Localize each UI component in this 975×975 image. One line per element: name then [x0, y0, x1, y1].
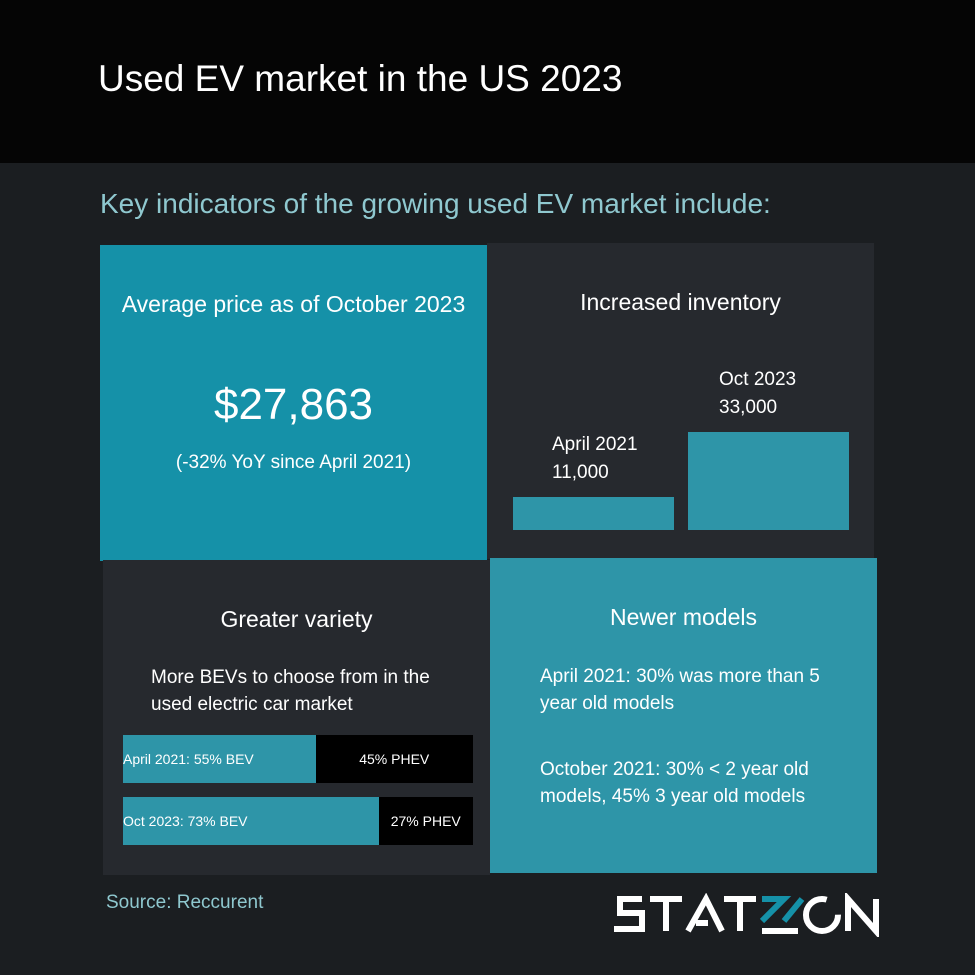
source: Source: Reccurent: [106, 892, 264, 913]
header: Used EV market in the US 2023: [0, 0, 975, 163]
bev-segment: Oct 2023: 73% BEV: [123, 797, 379, 845]
bar-label: Oct 2023: [719, 369, 797, 390]
inventory-title: Increased inventory: [580, 289, 781, 315]
variety-row: April 2021: 55% BEV 45% PHEV: [123, 735, 473, 783]
inventory-tile: Increased inventory April 2021 11,000 Oc…: [487, 243, 874, 559]
variety-title: Greater variety: [220, 606, 373, 632]
newer-p1: April 2021: 30% was more than 5 year old…: [540, 666, 820, 714]
variety-row: Oct 2023: 73% BEV 27% PHEV: [123, 797, 473, 845]
newer-models-tile: Newer models April 2021: 30% was more th…: [490, 558, 877, 873]
newer-title: Newer models: [610, 604, 757, 630]
phev-segment: 45% PHEV: [359, 751, 430, 767]
inventory-bar-oct-2023: [688, 432, 849, 530]
price-value: $27,863: [213, 380, 374, 429]
bev-segment: April 2021: 55% BEV: [123, 735, 316, 783]
price-title: Average price as of October 2023: [121, 291, 466, 317]
phev-segment: 27% PHEV: [390, 813, 461, 829]
bar-value: 11,000: [552, 462, 609, 484]
statzon-logo: [614, 893, 879, 937]
newer-p2: October 2021: 30% < 2 year old models, 4…: [540, 759, 809, 807]
subtitle: Key indicators of the growing used EV ma…: [100, 188, 771, 219]
inventory-label-april-2021: April 2021 11,000: [552, 431, 638, 487]
inventory-bar-april-2021: [513, 497, 674, 530]
variety-desc: More BEVs to choose from in the used ele…: [151, 667, 430, 715]
inventory-label-oct-2023: Oct 2023 33,000: [719, 366, 796, 422]
price-tile: Average price as of October 2023 $27,863…: [100, 245, 487, 561]
variety-tile: Greater variety More BEVs to choose from…: [103, 560, 490, 875]
price-note: (-32% YoY since April 2021): [175, 452, 412, 473]
bar-label: April 2021: [552, 434, 638, 456]
bar-value: 33,000: [719, 397, 778, 418]
page-title: Used EV market in the US 2023: [98, 58, 623, 99]
